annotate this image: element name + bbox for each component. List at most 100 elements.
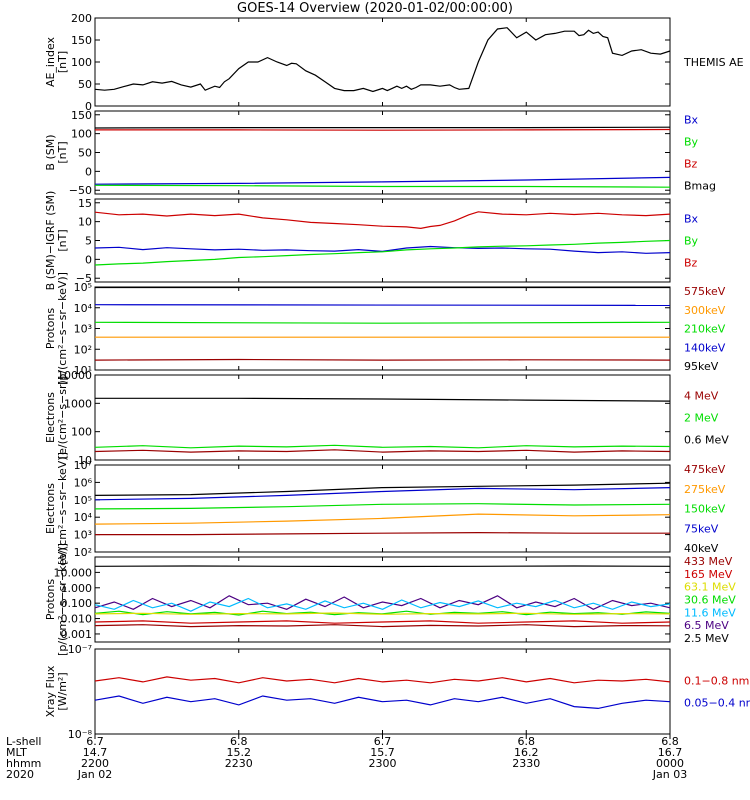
series-line-electrons_kev-40kev [94,482,671,496]
legend-entry-electrons_kev-75kev: 75keV [684,522,719,535]
ytick-label-bsmigrf: 10 [78,216,92,229]
series-line-bsm-bmag [94,126,671,129]
legend-entry-bsmigrf-by: By [684,235,699,248]
legend-entry-protons_mev-165-mev: 165 MeV [684,568,733,581]
ytick-label-bsmigrf: 15 [78,197,92,210]
xaxis-tick-label: 2330 [512,757,540,770]
series-line-protons_mev-11-6-mev [94,597,671,612]
series-line-protons_lo-210kev [94,321,671,324]
ylabel-protons_mev: Protons [44,579,57,620]
xaxis-tick-label: 6.8 [518,735,536,748]
series-line-electrons_mev-0-6-mev [95,397,671,402]
panel-frame-xray [94,648,671,735]
xaxis-tick-label: 2200 [81,757,109,770]
xaxis-tick-label: 6.8 [230,735,248,748]
ylabel-xray: Xray Flux [44,665,57,717]
legend-entry-bsm-by: By [684,136,699,149]
series-line-protons_mev-63-1-mev [94,612,671,615]
xaxis-tick-label: 6.8 [661,735,679,748]
xaxis-tick-label: Jan 03 [652,768,687,781]
ytick-label-electrons_mev: 100 [71,426,92,439]
series-line-electrons_mev-2-mev [94,444,671,449]
legend-entry-ae-themis-ae: THEMIS AE [683,56,744,69]
ytick-label-electrons_mev: 1000 [64,397,92,410]
series-line-bsmigrf-by [94,239,671,266]
legend-entry-bsm-bz: Bz [684,158,698,171]
legend-entry-protons_mev-11-6-mev: 11.6 MeV [684,606,736,619]
ytick-label-protons_lo: 10¹ [74,364,92,377]
ytick-label-bsm: 0 [85,165,92,178]
series-line-bsm-by [94,184,671,188]
legend-entry-protons_mev-6-5-mev: 6.5 MeV [684,619,729,632]
legend-entry-electrons_mev-4-mev: 4 MeV [684,390,719,403]
legend-entry-protons_lo-95kev: 95keV [684,360,719,373]
legend-entry-electrons_kev-475kev: 475keV [684,463,726,476]
ytick-label-xray: 10⁻⁸ [68,728,93,741]
ytick-label-bsmigrf: 0 [85,253,92,266]
xaxis-tick-label: 15.2 [227,746,252,759]
ylabel-protons_lo: Protons [44,308,57,349]
legend-entry-electrons_mev-0-6-mev: 0.6 MeV [684,434,729,447]
ytick-label-ae: 150 [71,34,92,47]
ytick-label-electrons_mev: 10 [78,454,92,467]
ylabel-xray: [W/m²] [56,672,69,710]
ylabel-protons_mev: [p/(cm²−s−sr−keV)] [56,543,69,656]
legend-entry-protons_mev-63-1-mev: 63.1 MeV [684,581,736,594]
series-line-electrons_mev-4-mev [94,449,671,453]
legend-entry-protons_mev-433-mev: 433 MeV [684,555,733,568]
legend-entry-protons_mev-30-6-mev: 30.6 MeV [684,594,736,607]
xaxis-tick-label: 15.7 [370,746,395,759]
legend-entry-protons_lo-300kev: 300keV [684,304,726,317]
ylabel-electrons_kev: Electrons [44,483,57,534]
ylabel-protons_lo: [p/(cm²−s−sr−keV)] [56,272,69,385]
ylabel-electrons_mev: Electrons [44,392,57,443]
ytick-label-electrons_kev: 10⁵ [74,494,92,507]
ylabel-electrons_mev: [e/(cm²−s−sr)] [56,376,69,459]
legend-entry-bsm-bx: Bx [684,114,699,127]
ytick-label-ae: 50 [78,78,92,91]
ytick-label-protons_mev: 0.010 [61,613,93,626]
panel-frame-protons_mev [94,556,671,643]
series-line-xray-0-1-0-8-nm [94,676,671,684]
series-line-protons_mev-2-5-mev [94,565,671,568]
series-line-protons_mev-433-mev [94,624,671,628]
ytick-label-protons_lo: 10³ [74,323,92,336]
series-line-bsm-bz [95,128,671,131]
xaxis-tick-label: 16.2 [514,746,539,759]
ytick-label-ae: 0 [85,100,92,113]
series-line-ae-themis-ae [94,27,671,93]
legend-entry-electrons_kev-150kev: 150keV [684,503,726,516]
series-line-electrons_kev-150kev [94,503,671,510]
ytick-label-protons_mev: 0.100 [61,597,93,610]
legend-entry-xray-0-1-0-8-nm: 0.1−0.8 nm [684,675,749,688]
ylabel-electrons_kev: [e/(cm²−s−sr−keV)] [56,452,69,565]
series-line-protons_mev-165-mev [94,620,671,624]
ylabel-ae: AE_index [44,36,57,87]
panel-frame-protons_lo [94,286,671,371]
series-line-bsmigrf-bz [94,211,671,230]
xaxis-row-label-2020: 2020 [6,768,34,781]
ytick-label-protons_mev: 0.001 [61,628,93,641]
xaxis-tick-label: 14.7 [83,746,108,759]
ytick-label-electrons_kev: 10³ [74,529,92,542]
ytick-label-electrons_kev: 10² [74,546,92,559]
legend-entry-bsmigrf-bx: Bx [684,213,699,226]
legend-entry-protons_lo-575kev: 575keV [684,285,726,298]
xaxis-row-label-hhmm: hhmm [6,757,41,770]
ytick-label-ae: 200 [71,12,92,25]
ytick-label-ae: 100 [71,56,92,69]
ytick-label-electrons_mev: 10000 [57,369,92,382]
series-line-bsm-bx [94,176,671,185]
xaxis-tick-label: 16.7 [658,746,683,759]
series-line-electrons_kev-275kev [94,513,671,525]
ylabel-bsm: B (SM) [44,134,57,170]
xaxis-tick-label: 0000 [656,757,684,770]
ytick-label-protons_mev: 10.000 [54,566,93,579]
xaxis-tick-label: 6.7 [374,735,392,748]
xaxis-row-label-mlt: MLT [6,746,27,759]
ytick-label-protons_lo: 10⁴ [74,302,93,315]
ylabel-bsm: [nT] [56,141,69,163]
ytick-label-electrons_kev: 10⁷ [74,459,92,472]
ytick-label-protons_lo: 10² [74,343,92,356]
